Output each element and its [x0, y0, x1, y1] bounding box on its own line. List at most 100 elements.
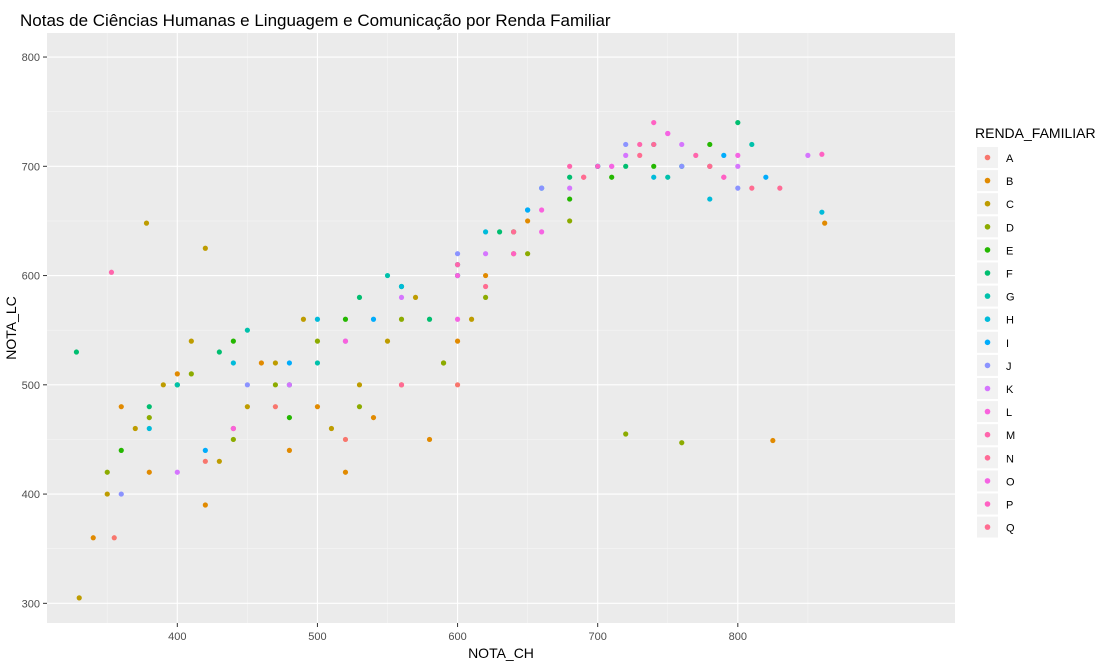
point-M	[637, 141, 643, 148]
point-C	[384, 338, 391, 344]
y-tick-label: 300	[22, 598, 40, 610]
point-B	[770, 437, 776, 444]
point-F	[623, 163, 629, 169]
plot-panel	[47, 33, 955, 623]
point-B	[258, 360, 264, 366]
point-P	[511, 251, 517, 257]
legend-label-M: M	[1006, 430, 1015, 442]
legend-label-D: D	[1006, 222, 1014, 234]
point-L	[454, 272, 461, 279]
point-A	[111, 535, 117, 541]
point-C	[244, 404, 250, 410]
point-J	[539, 185, 545, 191]
point-N	[777, 185, 783, 191]
point-H	[482, 229, 489, 235]
point-L	[342, 338, 349, 344]
point-C	[202, 245, 208, 251]
x-axis-label: NOTA_CH	[468, 645, 534, 661]
point-O	[609, 163, 615, 169]
chart-title: Notas de Ciências Humanas e Linguagem e …	[20, 11, 611, 30]
grid-minor	[47, 33, 955, 623]
legend-label-F: F	[1006, 269, 1013, 281]
legend-swatch-G	[984, 293, 991, 299]
point-D	[623, 431, 629, 437]
legend-label-O: O	[1006, 476, 1015, 488]
point-K	[623, 152, 629, 158]
point-C	[188, 338, 194, 344]
point-J	[244, 382, 250, 388]
point-Q	[581, 174, 587, 180]
legend-swatch-E	[984, 247, 991, 253]
legend-label-I: I	[1006, 338, 1009, 350]
legend-label-E: E	[1006, 245, 1013, 257]
x-tick-label: 600	[448, 631, 466, 643]
legend-swatch-D	[984, 224, 991, 230]
point-D	[104, 469, 110, 475]
point-F	[496, 229, 503, 235]
grid-major	[47, 33, 955, 623]
legend-swatch-C	[984, 200, 991, 207]
point-F	[735, 119, 741, 126]
point-L	[230, 425, 236, 432]
point-K	[567, 185, 573, 191]
point-K	[174, 469, 180, 475]
legend-label-J: J	[1006, 361, 1012, 373]
legend-label-L: L	[1006, 407, 1012, 419]
legend-swatch-L	[984, 408, 991, 415]
y-tick-label: 500	[22, 380, 40, 392]
point-B	[370, 414, 377, 421]
y-axis: 300 400 500 600 700 800	[22, 52, 47, 610]
point-O	[454, 316, 461, 322]
point-H	[819, 209, 825, 215]
point-C	[300, 316, 307, 322]
point-Q	[637, 152, 643, 158]
point-I	[202, 447, 208, 453]
point-I	[721, 152, 727, 158]
point-L	[539, 207, 545, 213]
point-F	[567, 174, 573, 180]
point-D	[356, 404, 363, 410]
point-E	[609, 174, 615, 180]
point-O	[539, 229, 545, 235]
point-D	[440, 360, 447, 366]
y-tick-label: 700	[22, 161, 40, 173]
point-E	[651, 163, 657, 169]
point-Q	[749, 185, 755, 191]
point-B	[314, 404, 321, 410]
point-J	[118, 491, 124, 497]
point-G	[384, 272, 391, 279]
point-K	[805, 152, 811, 158]
legend-swatch-I	[984, 339, 991, 346]
point-C	[216, 458, 222, 464]
legend-label-N: N	[1006, 453, 1014, 465]
point-C	[143, 220, 150, 226]
point-B	[482, 272, 489, 279]
point-D	[188, 371, 194, 377]
legend-label-B: B	[1006, 176, 1013, 188]
point-P	[721, 174, 727, 180]
point-O	[665, 130, 671, 137]
point-H	[398, 283, 405, 290]
point-E	[342, 316, 349, 322]
legend-swatch-A	[984, 154, 991, 161]
point-K	[482, 251, 489, 257]
point-B	[202, 502, 208, 508]
point-M	[454, 262, 461, 268]
point-F	[216, 349, 222, 355]
point-D	[525, 251, 531, 257]
point-B	[454, 338, 461, 344]
legend-swatch-K	[984, 385, 991, 392]
point-E	[230, 338, 236, 344]
x-tick-label: 700	[589, 631, 607, 643]
point-F	[73, 349, 80, 355]
point-A	[342, 436, 349, 443]
y-tick-label: 600	[22, 271, 40, 283]
legend-label-Q: Q	[1006, 523, 1015, 535]
point-A	[202, 458, 208, 464]
x-axis: 400 500 600 700 800	[168, 623, 747, 643]
point-K	[398, 294, 405, 301]
point-G	[174, 382, 180, 388]
point-I	[525, 207, 531, 213]
point-K	[286, 382, 293, 388]
